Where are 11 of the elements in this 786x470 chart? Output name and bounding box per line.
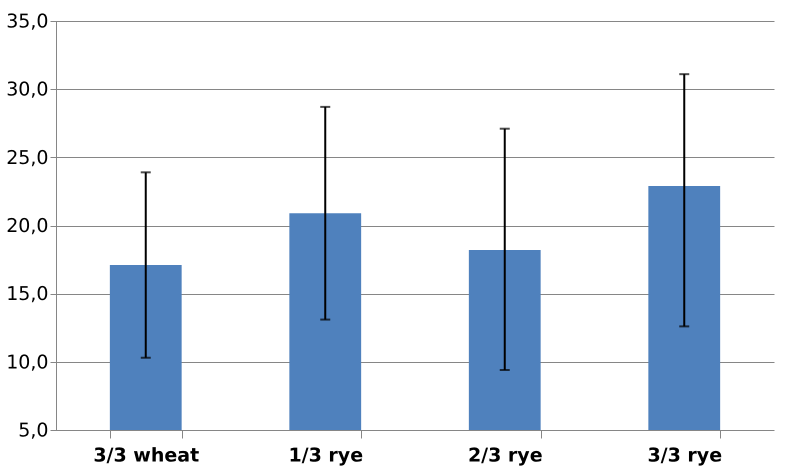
y-tick-label: 35,0 — [6, 10, 48, 32]
y-tick-label: 25,0 — [6, 146, 48, 169]
y-tick-label: 20,0 — [6, 215, 48, 237]
x-tick-label: 1/3 rye — [288, 444, 364, 466]
y-tick-label: 30,0 — [6, 78, 48, 101]
x-tick-label: 2/3 rye — [468, 444, 543, 466]
y-tick-label: 15,0 — [6, 283, 48, 306]
x-tick-label: 3/3 wheat — [93, 444, 200, 466]
y-tick-label: 5,0 — [18, 420, 48, 442]
y-tick-label: 10,0 — [6, 351, 48, 374]
x-tick-label: 3/3 rye — [647, 444, 722, 466]
